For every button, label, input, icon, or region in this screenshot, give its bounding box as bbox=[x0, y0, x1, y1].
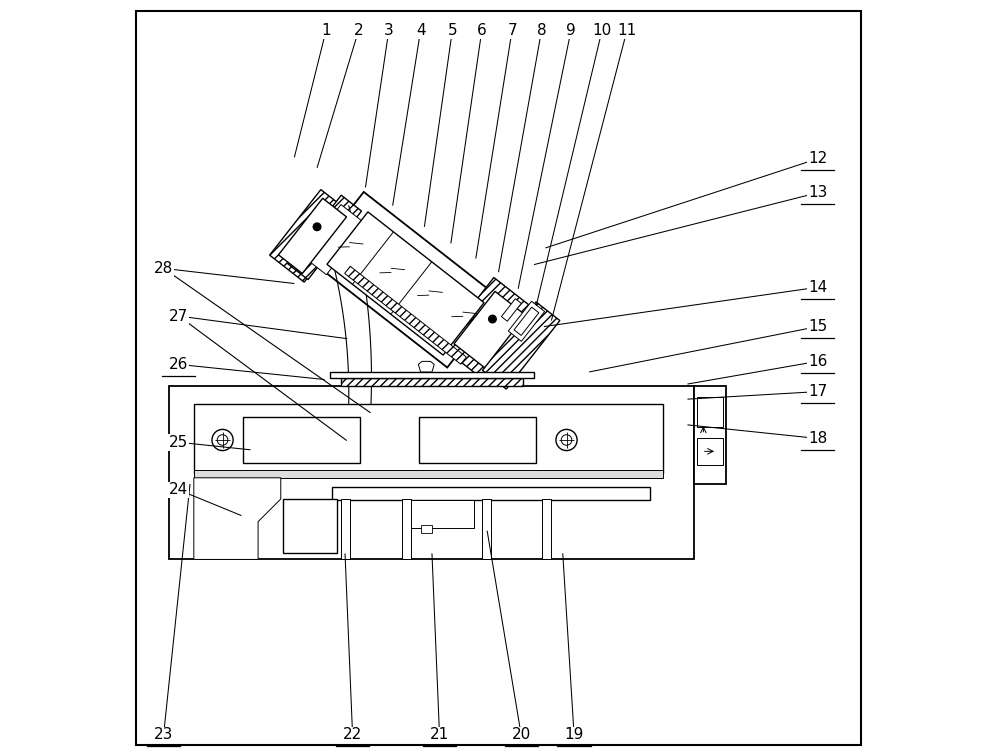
Bar bbox=[697, 397, 723, 427]
Bar bbox=[542, 499, 551, 559]
Bar bbox=[341, 499, 350, 559]
Text: 6: 6 bbox=[477, 23, 487, 38]
Polygon shape bbox=[310, 192, 501, 367]
Bar bbox=[243, 417, 360, 463]
Text: 7: 7 bbox=[507, 23, 517, 38]
Text: 17: 17 bbox=[808, 384, 827, 399]
Bar bbox=[411, 500, 474, 528]
Circle shape bbox=[489, 315, 496, 323]
Text: 15: 15 bbox=[808, 319, 827, 334]
Bar bbox=[332, 487, 650, 500]
Polygon shape bbox=[508, 302, 545, 341]
Polygon shape bbox=[301, 205, 366, 274]
Text: 3: 3 bbox=[384, 23, 394, 38]
Circle shape bbox=[212, 429, 233, 451]
Polygon shape bbox=[270, 190, 355, 282]
Bar bbox=[283, 499, 337, 553]
Text: 19: 19 bbox=[564, 727, 584, 742]
Circle shape bbox=[556, 429, 577, 451]
Polygon shape bbox=[482, 302, 560, 389]
Text: 2: 2 bbox=[354, 23, 363, 38]
Text: 26: 26 bbox=[169, 357, 188, 372]
Text: 5: 5 bbox=[448, 23, 457, 38]
Polygon shape bbox=[330, 372, 534, 378]
Bar bbox=[697, 438, 723, 465]
Polygon shape bbox=[327, 212, 484, 355]
Polygon shape bbox=[288, 195, 361, 280]
Polygon shape bbox=[194, 478, 281, 559]
Text: 25: 25 bbox=[169, 435, 188, 450]
Text: 8: 8 bbox=[537, 23, 546, 38]
Text: 23: 23 bbox=[154, 727, 173, 742]
Polygon shape bbox=[278, 198, 347, 274]
Bar bbox=[694, 386, 726, 484]
Bar bbox=[482, 499, 491, 559]
Polygon shape bbox=[341, 378, 523, 386]
Text: 18: 18 bbox=[808, 431, 827, 446]
Bar bbox=[421, 525, 432, 533]
Text: 22: 22 bbox=[343, 727, 362, 742]
Polygon shape bbox=[501, 299, 521, 321]
Text: 27: 27 bbox=[169, 308, 188, 324]
Text: 11: 11 bbox=[617, 23, 637, 38]
Text: 20: 20 bbox=[512, 727, 531, 742]
Bar bbox=[194, 404, 663, 472]
Circle shape bbox=[217, 435, 228, 445]
Polygon shape bbox=[514, 307, 539, 336]
Polygon shape bbox=[418, 361, 434, 372]
Text: 13: 13 bbox=[808, 185, 827, 200]
Text: 16: 16 bbox=[808, 354, 827, 369]
Polygon shape bbox=[454, 291, 528, 370]
Text: 1: 1 bbox=[321, 23, 331, 38]
Bar bbox=[419, 417, 536, 463]
Text: 21: 21 bbox=[430, 727, 449, 742]
Circle shape bbox=[561, 435, 572, 445]
Circle shape bbox=[313, 223, 321, 231]
Polygon shape bbox=[284, 203, 341, 268]
Text: 14: 14 bbox=[808, 280, 827, 295]
Text: 9: 9 bbox=[566, 23, 576, 38]
Text: 10: 10 bbox=[592, 23, 612, 38]
Text: 12: 12 bbox=[808, 151, 827, 166]
Bar bbox=[402, 499, 411, 559]
Text: 24: 24 bbox=[169, 482, 188, 497]
Bar bbox=[194, 470, 663, 478]
Text: 28: 28 bbox=[154, 261, 173, 276]
Text: 4: 4 bbox=[416, 23, 425, 38]
Bar bbox=[169, 386, 694, 559]
Polygon shape bbox=[440, 277, 542, 383]
Polygon shape bbox=[345, 266, 466, 364]
